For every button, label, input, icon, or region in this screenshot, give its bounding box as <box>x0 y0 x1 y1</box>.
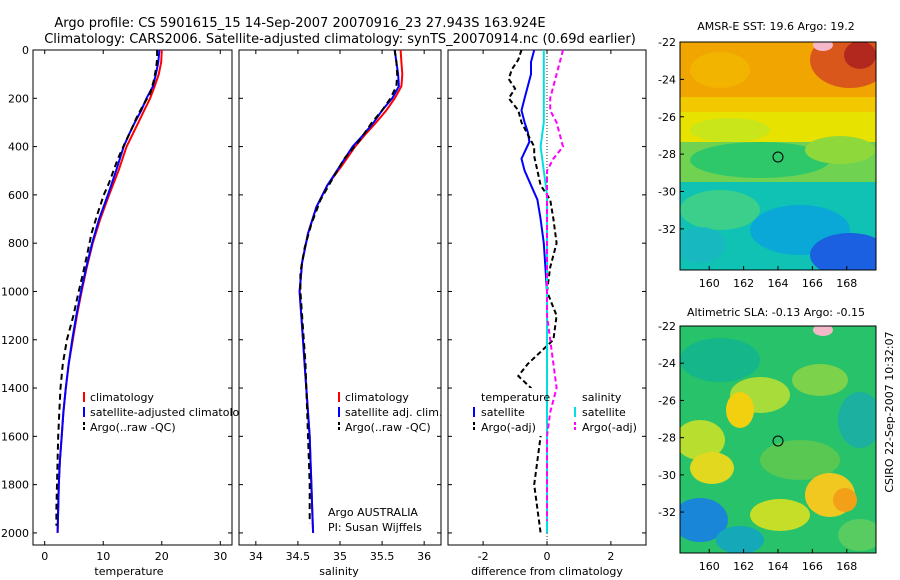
temperature-ticks: 0 10 20 30 0 200 400 600 800 1000 1200 1400 1600 1800… <box>1 44 232 563</box>
map-ytick-label: -24 <box>658 357 676 370</box>
ytick-label: 0 <box>22 44 29 57</box>
ytick-label: 1800 <box>1 479 29 492</box>
xtick-label: -2 <box>478 550 489 563</box>
map-xtick-label: 168 <box>836 277 857 290</box>
series-line-argo-raw-qc- <box>299 49 399 524</box>
map-xtick-label: 162 <box>733 277 754 290</box>
map-xtick-label: 160 <box>699 560 720 573</box>
figure-title-line1: Argo profile: CS 5901615_15 14-Sep-2007 … <box>54 16 545 31</box>
xtick-label: 34 <box>249 550 263 563</box>
temperature-lines <box>55 49 163 533</box>
ytick-label: 600 <box>8 189 29 202</box>
xtick-label: 35 <box>333 550 347 563</box>
map-ytick-label: -32 <box>658 506 676 519</box>
map-ytick-label: -24 <box>658 73 676 86</box>
xtick-label: 10 <box>96 550 110 563</box>
salinity-panel: 34 34.5 35 35.5 36 salinity climatology sate… <box>238 49 442 578</box>
ytick-label: 2000 <box>1 527 29 540</box>
xtick-label: 35.5 <box>370 550 395 563</box>
map-xtick-label: 168 <box>836 560 857 573</box>
map-ytick-label: -26 <box>658 111 676 124</box>
map-ytick-label: -28 <box>658 148 676 161</box>
salinity-axes-frame <box>238 49 442 546</box>
ytick-label: 1400 <box>1 382 29 395</box>
series-line-satellite-adj-clim- <box>298 49 400 533</box>
difference-ticks: -2 0 2 <box>448 49 646 563</box>
temperature-panel: 0 10 20 30 0 200 400 600 800 1000 1200 1400 1600 1800… <box>1 44 253 578</box>
xtick-label: 34.5 <box>286 550 311 563</box>
side-label: CSIRO 22-Sep-2007 10:32:07 <box>883 331 896 492</box>
salinity-legend: climatology satellite adj. clim. Argo(..… <box>338 391 442 434</box>
legend-temp-satellite: satellite <box>481 406 525 419</box>
map-xtick-label: 164 <box>768 277 789 290</box>
legend-argo: Argo(..raw -QC) <box>90 421 176 434</box>
map-xtick-label: 164 <box>768 560 789 573</box>
map-ytick-label: -26 <box>658 394 676 407</box>
map-ytick-label: -30 <box>658 469 676 482</box>
map-xtick-label: 160 <box>699 277 720 290</box>
legend-temp-argo: Argo(-adj) <box>481 421 536 434</box>
difference-xlabel: difference from climatology <box>471 565 623 578</box>
legend-sat-adj: satellite adj. clim. <box>345 406 442 419</box>
sla-map-ticks: 160 162 164 166 168 -22 -24 -26 -28 -30 -32 <box>658 320 857 573</box>
map-xtick-label: 166 <box>802 560 823 573</box>
temperature-legend: climatology satellite-adjusted climatolo… <box>83 391 253 434</box>
salinity-xlabel: salinity <box>319 565 359 578</box>
figure-title-line2: Climatology: CARS2006. Satellite-adjuste… <box>44 32 636 47</box>
annotation-argo-australia: Argo AUSTRALIA <box>328 506 418 519</box>
ytick-label: 1000 <box>1 285 29 298</box>
sst-argo-location-marker <box>772 151 784 163</box>
map-ytick-label: -30 <box>658 186 676 199</box>
ytick-label: 1600 <box>1 430 29 443</box>
xtick-label: 30 <box>213 550 227 563</box>
legend-argo-sal: Argo(..raw -QC) <box>345 421 431 434</box>
xtick-label: 2 <box>607 550 614 563</box>
map-xtick-label: 162 <box>733 560 754 573</box>
xtick-label: 0 <box>41 550 48 563</box>
sla-argo-location-marker <box>772 435 784 447</box>
series-line-salinity-satellite <box>539 50 548 533</box>
legend-climatology: climatology <box>90 391 154 404</box>
ytick-label: 200 <box>8 92 29 105</box>
xtick-label: 36 <box>417 550 431 563</box>
ytick-label: 800 <box>8 237 29 250</box>
annotation-pi: PI: Susan Wijffels <box>328 521 422 534</box>
legend-clim: climatology <box>345 391 409 404</box>
map-xtick-label: 166 <box>802 277 823 290</box>
difference-panel: -2 0 2 difference from climatology tempera… <box>447 49 647 578</box>
series-line-temperature-satellite <box>520 49 548 533</box>
sst-map-title: AMSR-E SST: 19.6 Argo: 19.2 <box>697 20 855 33</box>
temperature-axes-frame <box>32 49 233 546</box>
salinity-ticks: 34 34.5 35 35.5 36 <box>239 49 441 563</box>
xtick-label: 20 <box>155 550 169 563</box>
sst-map-panel: AMSR-E SST: 19.6 Argo: 19.2 160 162 164 166… <box>658 20 877 290</box>
ytick-label: 1200 <box>1 334 29 347</box>
sst-heatmap <box>680 42 876 270</box>
sla-heatmap <box>680 326 876 553</box>
map-ytick-label: -22 <box>658 36 676 49</box>
xtick-label: 0 <box>544 550 551 563</box>
map-ytick-label: -28 <box>658 432 676 445</box>
legend-salinity-header: salinity <box>582 391 622 404</box>
sla-map-panel: Altimetric SLA: -0.13 Argo: -0.15 160 162… <box>658 306 877 573</box>
series-line-salinity-argo-adj- <box>546 49 565 521</box>
legend-satellite: satellite-adjusted climatology <box>90 406 253 419</box>
sst-map-ticks: 160 162 164 166 168 -22 -24 -26 -28 -30 -32 <box>658 36 857 290</box>
temperature-xlabel: temperature <box>94 565 163 578</box>
ytick-label: 400 <box>8 141 29 154</box>
sla-map-title: Altimetric SLA: -0.13 Argo: -0.15 <box>687 306 865 319</box>
difference-legend: temperature satellite Argo(-adj) salinit… <box>473 388 640 436</box>
legend-sal-argo: Argo(-adj) <box>582 421 637 434</box>
legend-temperature-header: temperature <box>481 391 550 404</box>
map-ytick-label: -22 <box>658 320 676 333</box>
salinity-lines <box>298 49 404 533</box>
map-ytick-label: -32 <box>658 223 676 236</box>
series-line-argo-raw-qc- <box>55 50 159 526</box>
legend-sal-satellite: satellite <box>582 406 626 419</box>
